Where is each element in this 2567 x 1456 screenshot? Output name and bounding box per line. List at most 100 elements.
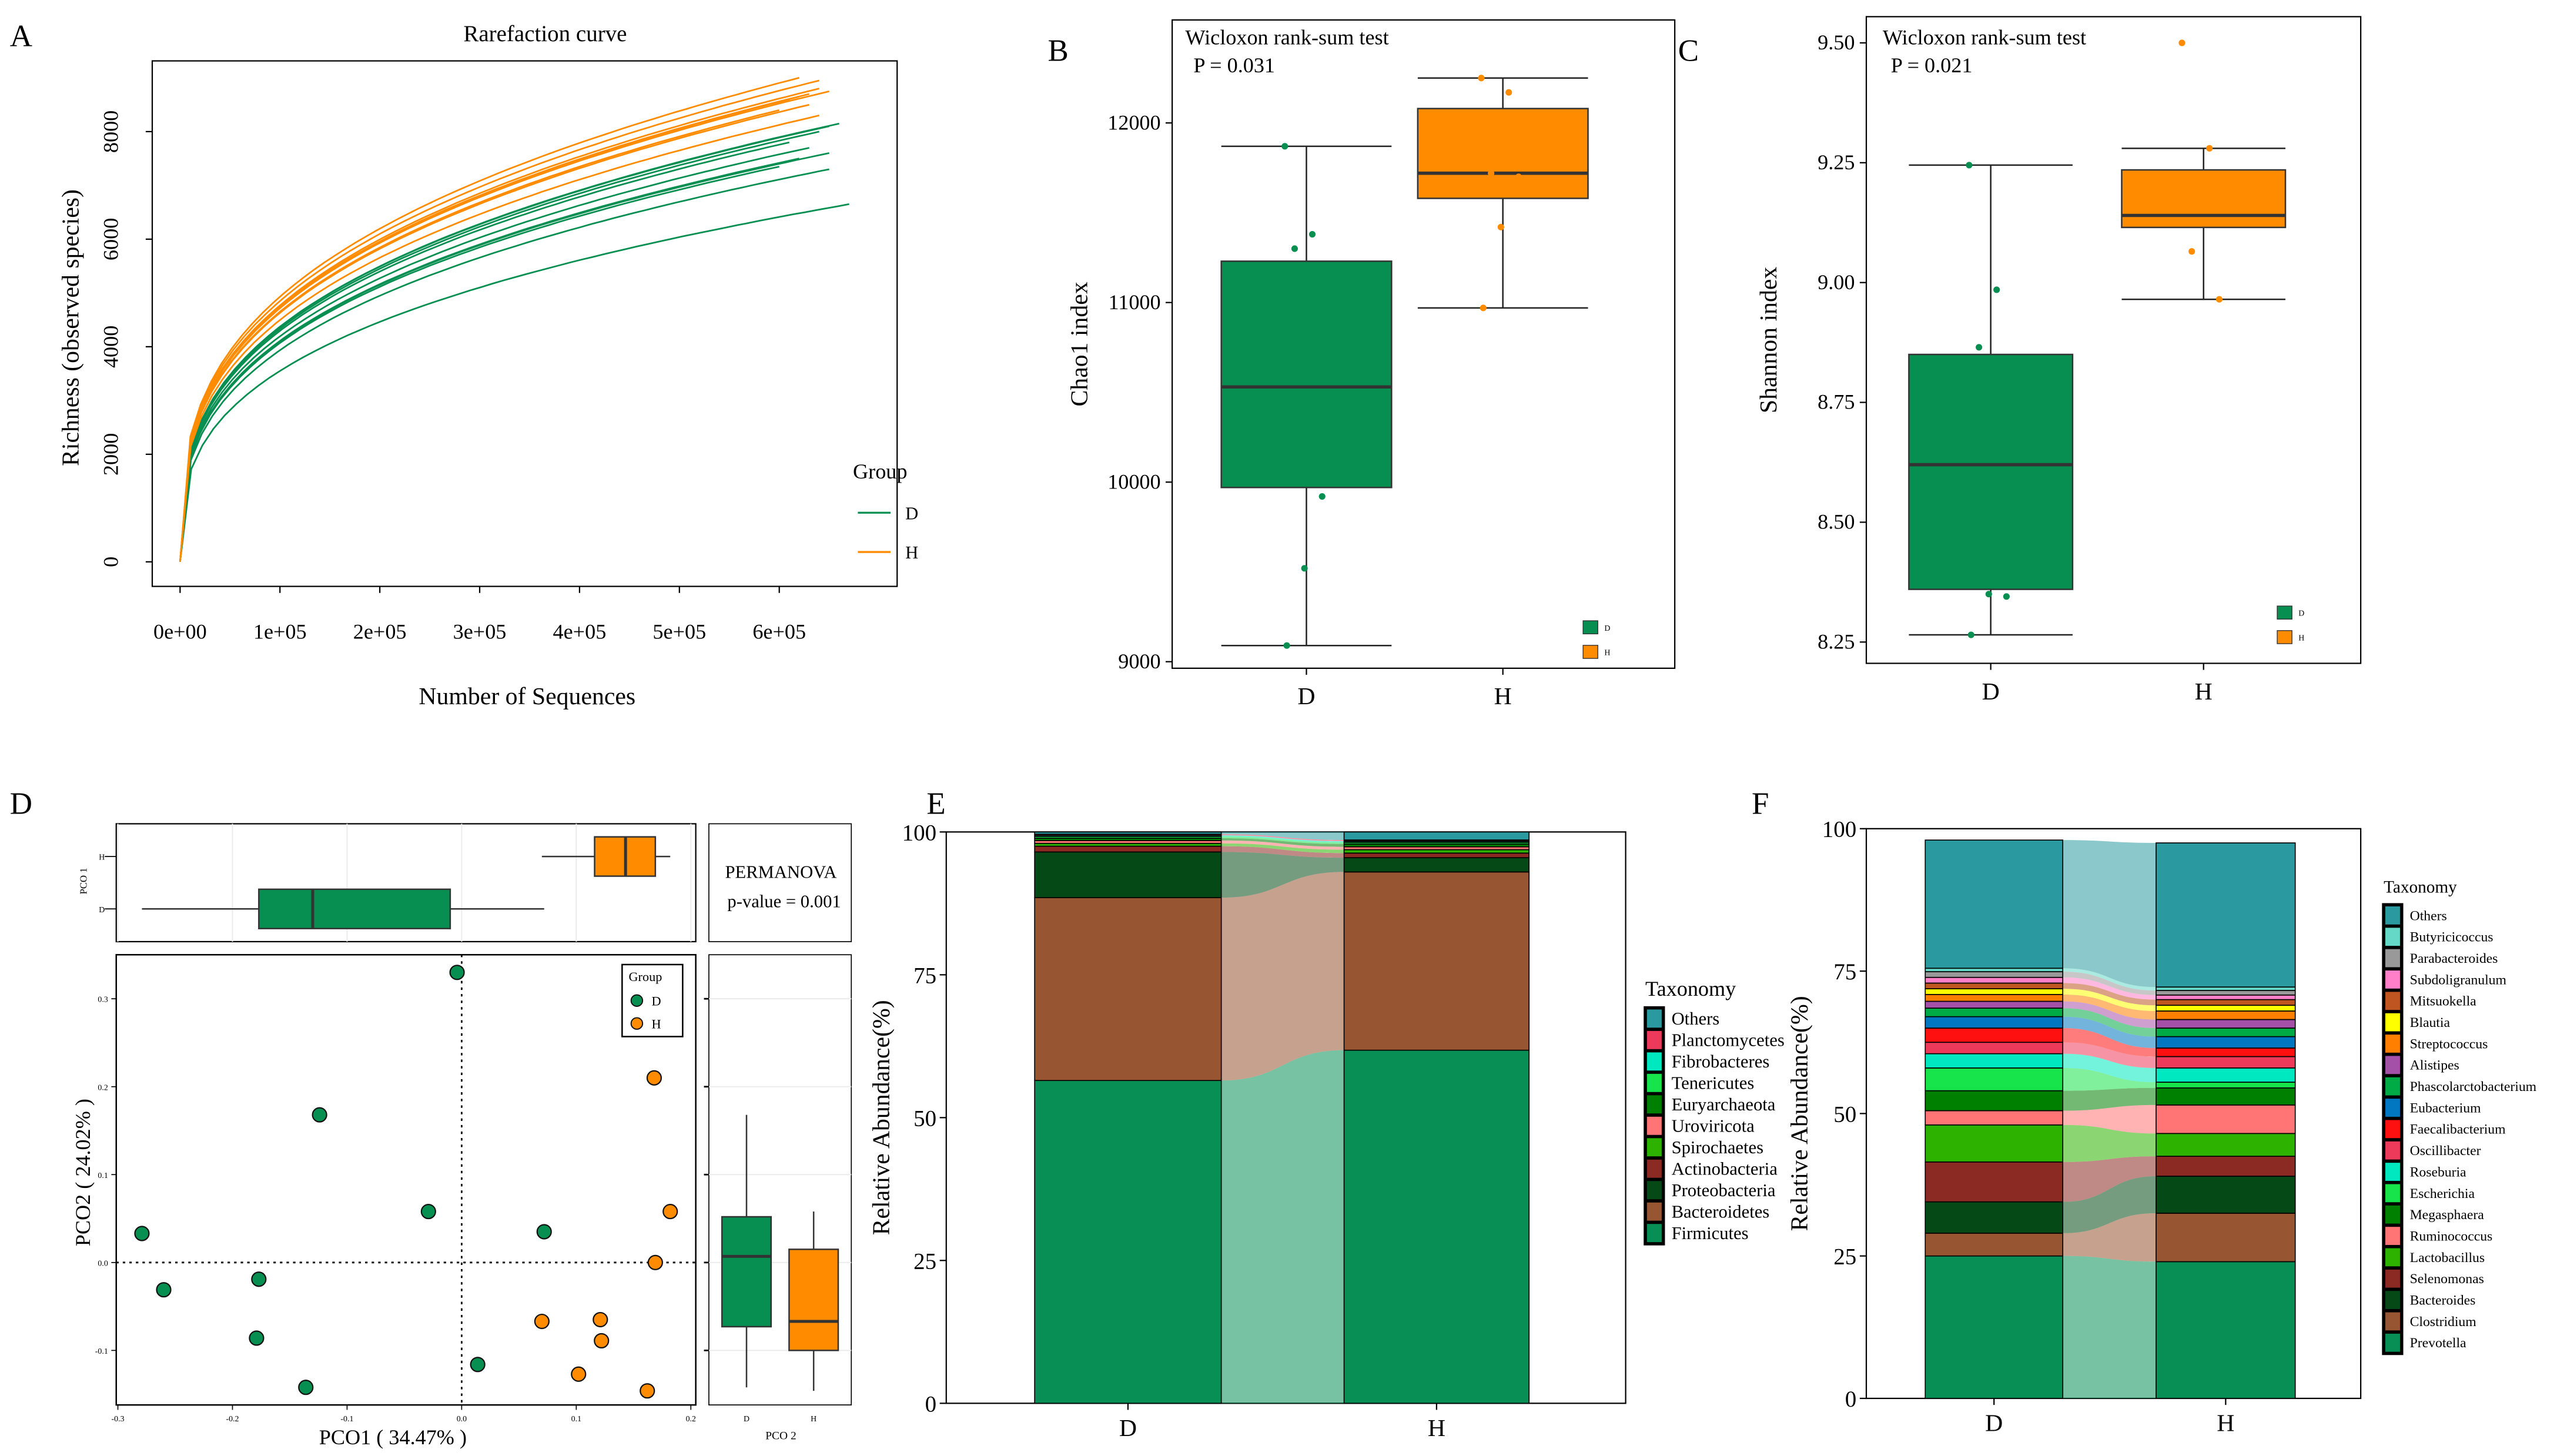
bar-segment-bacteroides	[2156, 1176, 2296, 1214]
data-point	[2178, 39, 2186, 46]
data-point	[1976, 344, 1983, 351]
legend-key-lactobacillus	[2385, 1248, 2400, 1267]
bar-segment-eubacterium	[2156, 1036, 2296, 1049]
point-d	[134, 1226, 150, 1241]
x-tick-label: -0.1	[340, 1415, 353, 1424]
bar-segment-megasphaera	[2156, 1087, 2296, 1106]
bar-segment-streptococcus	[2156, 1010, 2296, 1020]
x-tick-label: D	[1985, 1410, 2003, 1437]
flow-roseburia	[2063, 1053, 2156, 1083]
legend-key-bacteroides	[2385, 1291, 2400, 1309]
bar-segment-oscillibacter	[2156, 1056, 2296, 1069]
x-tick-label: H	[1494, 683, 1512, 710]
legend-label: Prevotella	[2410, 1335, 2466, 1351]
scatter-frame	[115, 953, 697, 1406]
legend-key-euryarchaeota	[1646, 1095, 1662, 1114]
x-tick-label: 0.2	[686, 1415, 696, 1424]
bar-segment-subdoligranulum	[1925, 976, 2064, 984]
legend-key-d	[630, 994, 644, 1007]
y-tick-label: H	[99, 853, 105, 862]
legend-key-fibrobacteres	[1646, 1052, 1662, 1071]
point-d	[298, 1380, 314, 1395]
bar-segment-escherichia	[2156, 1082, 2296, 1089]
bar-segment-parabacteroides	[1925, 971, 2064, 978]
y-tick-label: 50	[1833, 1102, 1856, 1127]
bar-segment-mitsuokella	[2156, 999, 2296, 1006]
bar-segment-clostridium	[1925, 1233, 2064, 1257]
flow-eubacterium	[2063, 1016, 2156, 1048]
y-tick-label: 0.3	[98, 996, 108, 1005]
panel-label-f: F	[1752, 787, 1769, 821]
rarefaction-curve-h	[179, 79, 819, 562]
flow-escherichia	[2063, 1067, 2156, 1091]
legend-key-others	[2385, 906, 2400, 925]
plot-frame	[1865, 16, 2362, 664]
flow-butyricicoccus	[2063, 968, 2156, 991]
rarefaction-curve-h	[179, 93, 810, 562]
bar-segment-clostridium	[2156, 1213, 2296, 1263]
legend-key-butyricicoccus	[2385, 928, 2400, 946]
p-value: P = 0.021	[1891, 53, 1973, 77]
legend-label: Oscillibacter	[2410, 1143, 2481, 1159]
flow-fibrobacteres	[1221, 835, 1344, 842]
data-point	[1478, 75, 1485, 82]
legend-label: Phascolarctobacterium	[2410, 1079, 2537, 1094]
legend-label: H	[651, 1017, 661, 1032]
y-tick-label: 6000	[99, 218, 123, 260]
data-point	[2215, 296, 2223, 303]
legend-label: D	[1604, 624, 1610, 633]
bar-segment-actinobacteria	[1034, 845, 1222, 853]
bar-segment-bacteroidetes	[1343, 871, 1530, 1051]
legend-key-escherichia	[2385, 1184, 2400, 1203]
legend-key-uroviricota	[1646, 1116, 1662, 1135]
data-point	[1993, 286, 2000, 293]
legend-key-prevotella	[2385, 1333, 2400, 1352]
test-name: Wicloxon rank-sum test	[1185, 26, 1388, 49]
legend-label: Megasphaera	[2410, 1207, 2485, 1223]
flow-ruminococcus	[2063, 1104, 2156, 1134]
y-tick-label: 8.75	[1818, 390, 1855, 414]
panel-label-a: A	[10, 19, 32, 53]
legend-label: Fibrobacteres	[1672, 1052, 1770, 1072]
genus-abundance-chart: 0 25 50 75 100 Relative Abundance(%) D H Taxonom…	[1786, 817, 2537, 1437]
bar-segment-ruminococcus	[1925, 1110, 2064, 1126]
rarefaction-curve-h	[179, 88, 819, 562]
flow-euryarchaeota	[1221, 838, 1344, 847]
rarefaction-curve-h	[179, 98, 790, 562]
y-tick-label: 11000	[1108, 290, 1160, 314]
x-tick-label: D	[1982, 678, 2000, 705]
legend-key-ruminococcus	[2385, 1227, 2400, 1245]
flow-oscillibacter	[2063, 1042, 2156, 1068]
legend-key-mitsuokella	[2385, 992, 2400, 1010]
legend-key-d	[2277, 605, 2292, 620]
phylum-abundance-chart: 0 25 50 75 100 Relative Abundance(%) D H Taxonom…	[868, 820, 1784, 1442]
point-h	[646, 1070, 662, 1086]
bar-segment-oscillibacter	[1925, 1042, 2064, 1055]
rarefaction-curve-h	[179, 109, 780, 562]
test-name: Wicloxon rank-sum test	[1883, 26, 2086, 49]
legend-label: Planctomycetes	[1672, 1030, 1785, 1050]
flow-subdoligranulum	[2063, 977, 2156, 1000]
pco1-box-label: PCO 1	[78, 868, 89, 894]
legend-label: Proteobacteria	[1672, 1180, 1776, 1200]
flow-bacteroides	[2063, 1176, 2156, 1233]
y-tick-label: 25	[1833, 1244, 1856, 1270]
data-point	[1308, 230, 1316, 238]
point-d	[156, 1282, 172, 1298]
point-d	[312, 1107, 327, 1123]
bar-segment-blautia	[1925, 988, 2064, 995]
chao1-boxplot: 9000 10000 11000 12000 D H Chao1 index Wicloxon…	[1066, 19, 1676, 710]
bar-segment-phascolarctobacterium	[2156, 1027, 2296, 1037]
bar-segment-others	[2156, 842, 2296, 988]
bar-segment-roseburia	[2156, 1067, 2296, 1083]
point-d	[251, 1271, 267, 1287]
legend-label: Mitsuokella	[2410, 994, 2477, 1009]
y-tick-label: 10000	[1107, 470, 1160, 493]
legend-key-faecalibacterium	[2385, 1120, 2400, 1139]
rarefaction-curve-d	[179, 168, 829, 562]
flow-clostridium	[2063, 1213, 2156, 1262]
bar-segment-prevotella	[1925, 1255, 2064, 1399]
point-h	[593, 1311, 608, 1328]
legend-key-streptococcus	[2385, 1035, 2400, 1053]
bar-segment-proteobacteria	[1034, 851, 1222, 898]
